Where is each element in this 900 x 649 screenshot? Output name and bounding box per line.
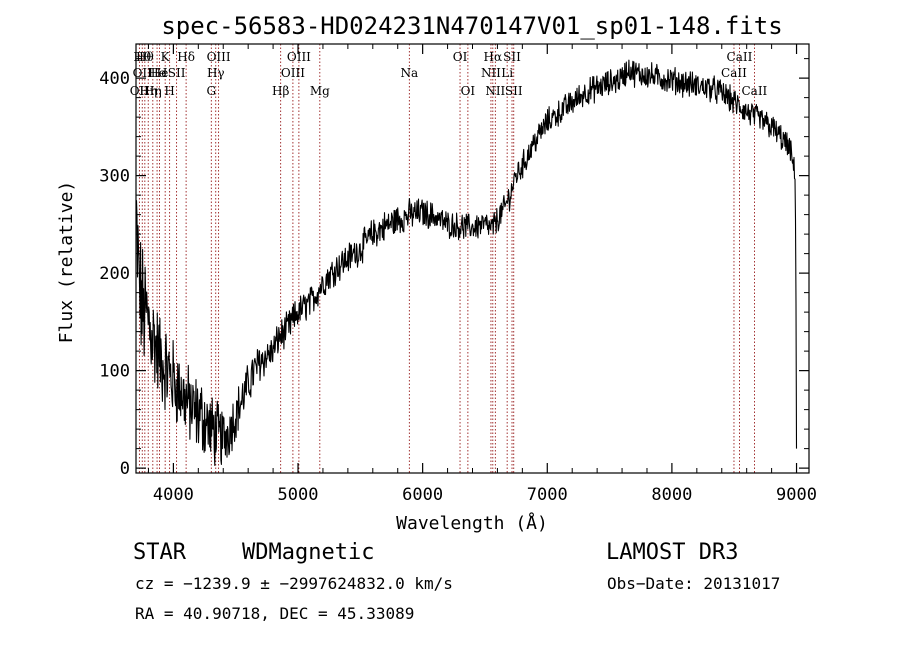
line-marker-label: NII <box>481 66 501 80</box>
object-subclass: WDMagnetic <box>242 540 374 565</box>
line-marker-label: Hη <box>139 84 157 98</box>
line-marker-label: Na <box>400 66 418 80</box>
line-marker-label: SII <box>503 50 521 64</box>
line-marker-label: Hβ <box>272 84 289 98</box>
line-marker-label: CaII <box>727 50 753 64</box>
axis-tick-labels: 4000 5000 6000 7000 8000 9000 0 100 200 300 400 <box>99 69 817 505</box>
line-marker-layer <box>138 44 755 473</box>
line-marker-label: Hη <box>144 84 162 98</box>
line-marker-label: Mg <box>310 84 330 98</box>
object-class: STAR <box>133 540 187 565</box>
x-tick-label: 5000 <box>278 485 319 505</box>
line-marker-label: Hα <box>484 50 503 64</box>
spectrum-line <box>135 59 798 466</box>
line-marker-label: Li <box>501 66 513 80</box>
line-marker-label: SII <box>505 84 523 98</box>
line-marker-label: H <box>164 84 174 98</box>
observation-date: Obs−Date: 20131017 <box>607 574 780 593</box>
y-tick-label: 300 <box>99 167 130 187</box>
chart-title: spec-56583-HD024231N470147V01_sp01-148.f… <box>161 12 782 40</box>
line-marker-label: Hθ <box>136 50 154 64</box>
line-marker-label: He <box>151 66 169 80</box>
y-tick-label: 400 <box>99 69 130 89</box>
line-marker-label: Hδ <box>177 50 195 64</box>
survey-name: LAMOST DR3 <box>606 540 738 565</box>
line-marker-label: OII <box>130 84 150 98</box>
coordinates-readout: RA = 40.90718, DEC = 45.33089 <box>135 604 414 623</box>
y-tick-label: 200 <box>99 264 130 284</box>
line-marker-label: I <box>163 66 168 80</box>
line-marker-label: Hγ <box>207 66 225 80</box>
x-tick-label: 7000 <box>527 485 568 505</box>
line-marker-label: OII <box>133 66 153 80</box>
line-marker-label: OIII <box>207 50 231 64</box>
line-marker-label: SII <box>168 66 186 80</box>
line-marker-label: OIII <box>281 66 305 80</box>
x-tick-label: 4000 <box>153 485 194 505</box>
y-tick-label: 0 <box>120 459 130 479</box>
line-marker-label: K <box>161 50 171 64</box>
line-marker-label: G <box>206 84 216 98</box>
x-tick-label: 8000 <box>651 485 692 505</box>
axis-ticks <box>136 44 809 473</box>
line-marker-label: OIII <box>287 50 311 64</box>
line-marker-label: OI <box>453 50 468 64</box>
x-tick-label: 9000 <box>776 485 817 505</box>
x-tick-label: 6000 <box>402 485 443 505</box>
line-marker-label: He <box>148 66 166 80</box>
line-marker-label: CaII <box>721 66 747 80</box>
y-axis-label: Flux (relative) <box>56 181 77 344</box>
line-marker-label: CaII <box>741 84 767 98</box>
line-marker-label: NII <box>485 84 505 98</box>
redshift-readout: cz = −1239.9 ± −2997624832.0 km/s <box>135 574 453 593</box>
line-label-layer: OIIHθOIIHθHηHηHeHeKIHSIIHδGHγOIIIHβOIIIO… <box>130 50 768 98</box>
y-tick-label: 100 <box>99 362 130 382</box>
line-marker-label: Hθ <box>133 50 151 64</box>
line-marker-label: OI <box>461 84 476 98</box>
x-axis-label: Wavelength (Å) <box>396 512 548 534</box>
